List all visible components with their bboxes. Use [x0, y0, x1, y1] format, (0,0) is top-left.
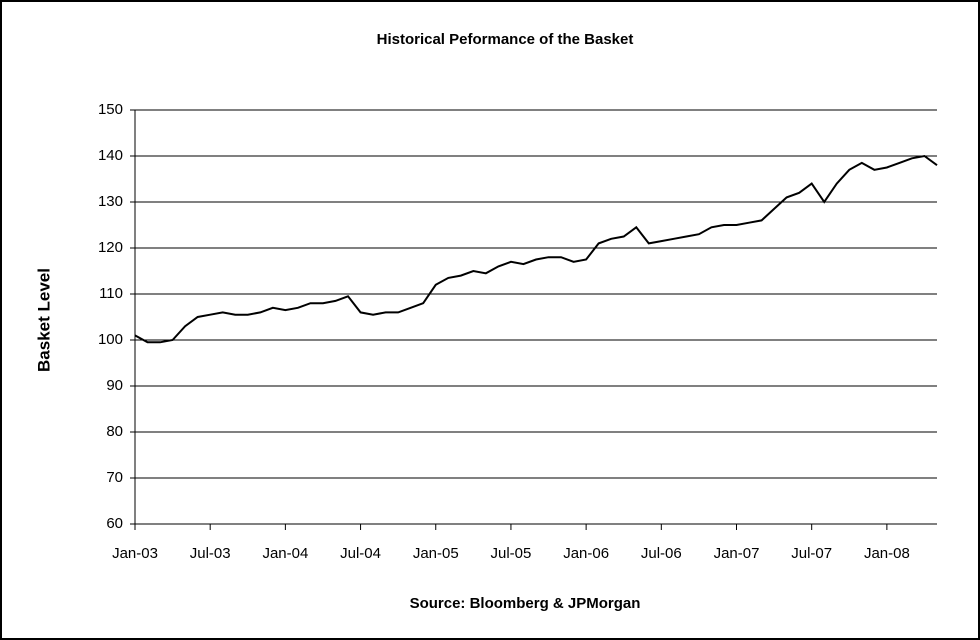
y-tick-label: 110 — [99, 285, 123, 302]
x-tick-label: Jul-06 — [641, 545, 682, 562]
y-tick-label: 150 — [98, 101, 123, 118]
x-tick-label: Jan-03 — [112, 545, 158, 562]
y-tick-label: 140 — [98, 147, 123, 164]
y-tick-label: 120 — [98, 239, 123, 256]
y-tick-label: 70 — [106, 469, 123, 486]
x-tick-label: Jul-07 — [791, 545, 832, 562]
x-tick-label: Jan-04 — [262, 545, 308, 562]
x-tick-label: Jul-04 — [340, 545, 381, 562]
x-axis-title: Source: Bloomberg & JPMorgan — [410, 595, 641, 612]
x-tick-label: Jan-06 — [563, 545, 609, 562]
y-tick-label: 60 — [106, 515, 123, 532]
x-tick-label: Jan-08 — [864, 545, 910, 562]
y-tick-label: 130 — [98, 193, 123, 210]
y-axis-title: Basket Level — [34, 268, 53, 372]
y-tick-label: 90 — [106, 377, 123, 394]
y-tick-label: 100 — [98, 331, 123, 348]
x-tick-label: Jan-05 — [413, 545, 459, 562]
x-tick-label: Jul-05 — [491, 545, 532, 562]
chart-title: Historical Peformance of the Basket — [377, 31, 634, 48]
y-tick-label: 80 — [106, 423, 123, 440]
data-line — [134, 154, 938, 344]
x-tick-label: Jan-07 — [714, 545, 760, 562]
x-tick-label: Jul-03 — [190, 545, 231, 562]
